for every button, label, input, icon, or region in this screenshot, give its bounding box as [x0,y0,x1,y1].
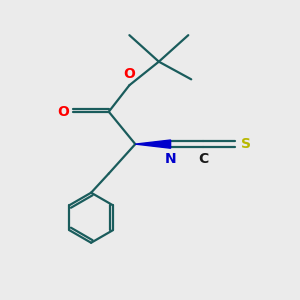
Text: O: O [124,67,135,81]
Text: N: N [165,152,176,167]
Text: S: S [241,137,251,151]
Text: C: C [198,152,208,167]
Text: O: O [57,105,69,119]
Polygon shape [135,140,171,148]
